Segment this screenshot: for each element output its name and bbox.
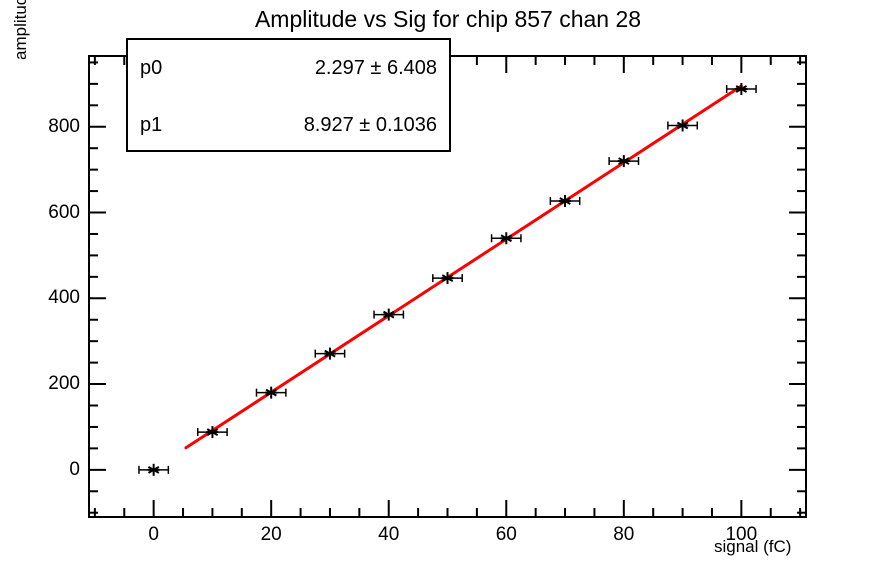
y-axis-tick-label: 600	[48, 201, 80, 223]
stats-param-name: p0	[140, 57, 163, 79]
stats-param-value: 8.927 ± 0.1036	[303, 114, 437, 136]
stats-param-name: p1	[140, 114, 163, 136]
data-point	[549, 194, 581, 207]
page-title: Amplitude vs Sig for chip 857 chan 28	[254, 6, 642, 32]
data-point	[667, 119, 699, 132]
stats-row: p0 2.297 ± 6.408	[128, 40, 449, 97]
x-axis-title: signal (fC)	[714, 537, 792, 556]
y-axis-tick-label: 0	[69, 458, 80, 480]
data-point	[490, 232, 522, 245]
y-axis-tick-label: 400	[48, 287, 80, 309]
data-point-markers	[138, 83, 757, 476]
y-axis-tick-label: 800	[48, 115, 80, 137]
data-point	[314, 347, 346, 360]
data-point	[255, 386, 287, 399]
data-point	[373, 308, 405, 321]
x-axis-tick-label: 100	[725, 524, 758, 545]
data-point	[196, 426, 228, 439]
data-point	[608, 155, 640, 168]
y-axis-major-ticks	[89, 125, 806, 471]
data-point	[432, 272, 463, 285]
data-point	[725, 83, 757, 96]
y-axis-tick-label: 200	[48, 373, 80, 395]
x-axis-tick-label: 0	[148, 524, 159, 545]
x-axis-tick-label: 60	[495, 524, 517, 545]
fit-stats-box: p0 2.297 ± 6.408 p1 8.927 ± 0.1036	[126, 38, 451, 152]
data-point	[138, 463, 170, 476]
y-axis-minor-ticks	[89, 61, 806, 514]
fit-line	[184, 84, 743, 450]
y-axis-title: amplitude (ADC)	[11, 0, 31, 60]
x-axis-tick-label: 80	[613, 524, 635, 545]
x-axis-tick-label: 20	[260, 524, 282, 545]
x-axis-tick-label: 40	[378, 524, 400, 545]
stats-param-value: 2.297 ± 6.408	[314, 57, 437, 79]
stats-row: p1 8.927 ± 0.1036	[128, 97, 449, 154]
